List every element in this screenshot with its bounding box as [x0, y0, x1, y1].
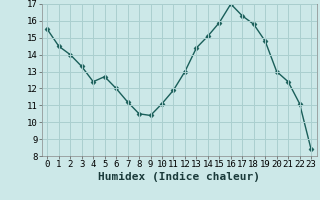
X-axis label: Humidex (Indice chaleur): Humidex (Indice chaleur) — [98, 172, 260, 182]
